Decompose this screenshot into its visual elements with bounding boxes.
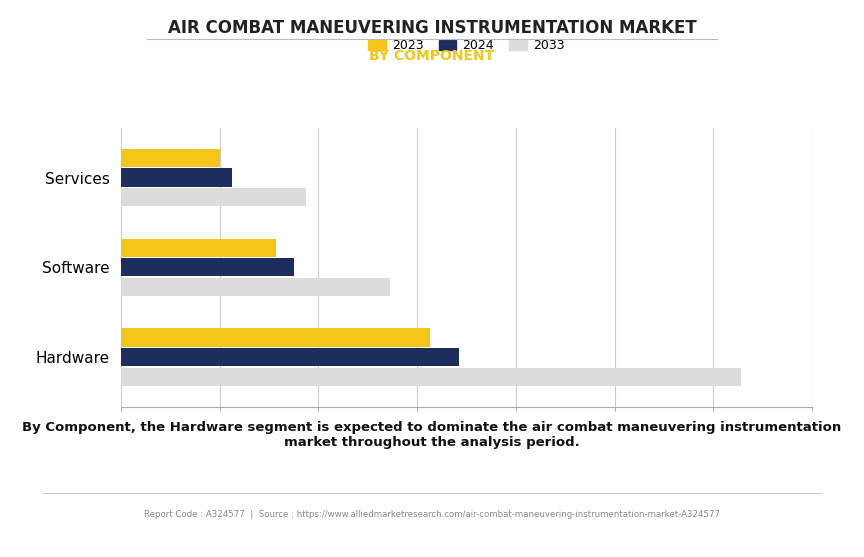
Bar bbox=[121, 368, 740, 386]
Text: AIR COMBAT MANEUVERING INSTRUMENTATION MARKET: AIR COMBAT MANEUVERING INSTRUMENTATION M… bbox=[168, 19, 696, 37]
Bar bbox=[121, 278, 390, 296]
Text: Report Code : A324577  |  Source : https://www.alliedmarketresearch.com/air-comb: Report Code : A324577 | Source : https:/… bbox=[144, 510, 720, 519]
Bar bbox=[121, 149, 219, 167]
Bar bbox=[121, 258, 294, 276]
Bar bbox=[121, 188, 306, 207]
Text: BY COMPONENT: BY COMPONENT bbox=[370, 49, 494, 63]
Bar bbox=[121, 348, 459, 367]
Bar bbox=[121, 168, 232, 187]
Bar bbox=[121, 238, 276, 257]
Legend: 2023, 2024, 2033: 2023, 2024, 2033 bbox=[364, 34, 569, 57]
Bar bbox=[121, 328, 429, 346]
Text: By Component, the Hardware segment is expected to dominate the air combat maneuv: By Component, the Hardware segment is ex… bbox=[22, 421, 842, 448]
